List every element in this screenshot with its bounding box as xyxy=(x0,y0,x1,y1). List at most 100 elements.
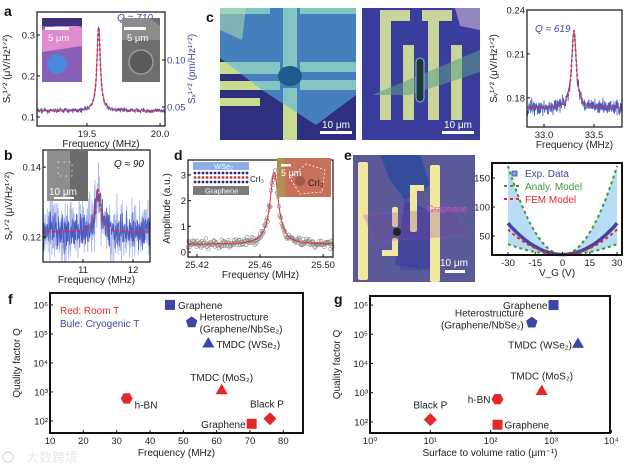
x-axis-label: Frequency (MHz) xyxy=(138,448,215,459)
axes-frame xyxy=(369,295,611,434)
x-tick-label: -30 xyxy=(501,258,515,269)
atom xyxy=(237,180,241,184)
plot-area xyxy=(36,26,166,114)
plot-area: GrapheneHeterostructure(Graphene/NbSe₂)T… xyxy=(413,300,584,432)
panel-label-b: b xyxy=(4,147,13,163)
chart-panel-b: 11 12 0.12 0.14 Frequency (MHz) Sᵥ¹ᐟ² (μV/Hz¹… xyxy=(4,149,151,286)
x-axis-label: Frequency (MHz) xyxy=(536,140,613,151)
data-point-hexagon xyxy=(491,394,504,405)
data-point-square xyxy=(165,299,175,310)
plot-area: GrapheneHeterostructure(Graphene/NbSe₂)T… xyxy=(120,299,284,431)
model-range-shade xyxy=(508,165,618,255)
layer-label-wse2: WSe₂ xyxy=(214,162,233,171)
data-point-triangle xyxy=(202,337,215,348)
measured-spectrum-line xyxy=(526,30,623,117)
data-point-pentagon xyxy=(526,316,538,328)
y-tick-label: 10⁵ xyxy=(353,330,368,341)
data-point xyxy=(330,244,335,249)
watermark-text: 大数跨境 xyxy=(26,450,78,465)
point-label: TMDC (MoS₂) xyxy=(190,373,253,384)
data-point xyxy=(265,219,270,224)
scale-label: 5 μm xyxy=(281,168,301,178)
atom xyxy=(201,171,205,175)
plot-area xyxy=(526,29,623,117)
y-tick-label: 10⁴ xyxy=(353,359,368,370)
point-label-line2: (Graphene/NbSe₂) xyxy=(200,324,283,335)
chart-panel-c: 33.0 33.5 0.18 0.21 0.24 Frequency (MHz) Sᵥ¹ᐟ²… xyxy=(489,6,623,151)
legend-cryogenic-temperature: Bule: Cryogenic T xyxy=(60,319,139,330)
atom xyxy=(233,176,237,179)
legend-marker-exp xyxy=(511,170,518,177)
data-point xyxy=(203,236,208,241)
data-point xyxy=(243,242,249,247)
axes-frame xyxy=(526,9,623,128)
atom xyxy=(229,180,233,184)
x-axis-label: Surface to volume ratio (μm⁻¹) xyxy=(423,448,558,459)
atom xyxy=(221,180,225,184)
y2-tick-label: 0.10 xyxy=(167,55,186,66)
y-tick-label: 10⁵ xyxy=(33,329,48,340)
x-tick-label: 30 xyxy=(612,258,623,269)
scale-bar xyxy=(445,270,465,273)
data-point xyxy=(260,231,265,236)
data-point xyxy=(206,247,211,252)
x-axis-label: V_G (V) xyxy=(539,268,575,279)
scale-label: 10 μm xyxy=(49,187,77,198)
data-point-pentagon xyxy=(186,316,198,328)
y-tick-label: 0.24 xyxy=(507,6,526,17)
atom xyxy=(197,180,201,184)
x-tick-label: 10⁴ xyxy=(604,436,619,447)
legend-e: Exp. Data Analy. Model FEM Model xyxy=(504,169,582,206)
y-axis-label: Quality factor Q xyxy=(332,330,343,400)
atom xyxy=(225,180,229,184)
x-tick-label: 10² xyxy=(484,436,498,447)
y-tick-label: 1 xyxy=(181,222,186,233)
atom xyxy=(241,171,245,175)
inset-optical-image-a: 5 μm xyxy=(42,18,82,82)
atom xyxy=(245,176,249,179)
false-color-sem-image-c1: 10 μm xyxy=(220,8,356,140)
inset-optical-image-d: 5 μm CrI₃ xyxy=(277,158,331,197)
watermark: 大数跨境 xyxy=(2,450,78,465)
x-tick-label: 19.5 xyxy=(78,129,97,140)
data-point xyxy=(194,244,199,249)
data-point-hexagon xyxy=(120,393,133,404)
atom xyxy=(209,171,213,175)
atom xyxy=(229,171,233,175)
point-label: h-BN xyxy=(135,400,158,411)
atom xyxy=(217,176,221,179)
atom xyxy=(245,171,249,175)
data-point xyxy=(272,168,278,173)
x-tick-label: 10¹ xyxy=(423,436,437,447)
data-point xyxy=(254,241,259,246)
x-axis-label: Frequency (MHz) xyxy=(58,275,135,286)
inset-sem-image-a: 5 μm xyxy=(122,18,160,82)
legend-exp-data: Exp. Data xyxy=(525,169,569,180)
atom xyxy=(193,180,197,184)
point-label: Heterostructure xyxy=(200,312,269,323)
data-point xyxy=(268,204,273,209)
data-point-diamond xyxy=(263,412,277,426)
axes-frame xyxy=(36,11,166,127)
scale-bar xyxy=(54,197,74,199)
plot-area xyxy=(185,168,335,252)
atom xyxy=(221,171,225,175)
panel-label-g: g xyxy=(334,291,343,307)
atom xyxy=(233,180,237,184)
chart-panel-a: 19.5 20.0 0.1 0.2 0.3 0.05 0.10 Sₓ¹ᐟ² (pm/Hz¹ᐟ²… xyxy=(2,11,198,150)
atom xyxy=(201,180,205,184)
layer-label-cri3: CrI₃ xyxy=(250,175,264,184)
atom xyxy=(209,176,213,179)
data-point-diamond xyxy=(423,413,437,427)
y-axis-label: Amplitude (a.u.) xyxy=(162,173,173,244)
atom xyxy=(217,171,221,175)
chart-panel-d: 25.42 25.46 25.50 0 1 2 3 Frequency (MHz) Amplit… xyxy=(162,159,335,281)
x-tick-label: 33.5 xyxy=(585,130,604,141)
point-label: Heterostructure xyxy=(455,309,524,320)
atom xyxy=(213,180,217,184)
x-tick-label: 15 xyxy=(585,258,596,269)
x-tick-label: 50 xyxy=(178,436,189,447)
atom xyxy=(245,180,249,184)
y-tick-label: 0.21 xyxy=(507,49,526,60)
